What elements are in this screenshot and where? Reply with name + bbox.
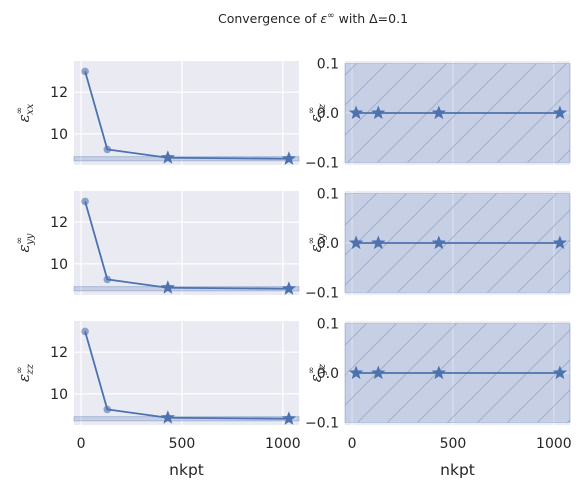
x-tick-label: 1000 <box>536 436 572 452</box>
panel-yy: 10 12 ε∞yy <box>15 191 300 295</box>
data-point <box>103 275 112 284</box>
panels: 10 12 ε∞xx −0.1 0.0 0.1 ε∞xz 10 12 ε∞yy −0.1 0.0 0.1… <box>15 56 572 479</box>
panel-zz: 10 12 ε∞zz 0 500 1000 nkpt <box>15 321 301 479</box>
axes-background <box>74 191 299 295</box>
panel-xz: −0.1 0.0 0.1 ε∞xz <box>305 56 571 172</box>
data-point-star <box>281 151 297 165</box>
y-tick-label: 0.1 <box>317 56 339 72</box>
y-tick-label: 10 <box>50 127 68 143</box>
series-line <box>84 331 289 420</box>
y-tick-label: 0.1 <box>317 316 339 332</box>
data-point-star <box>431 365 446 380</box>
x-tick-label: 500 <box>440 436 467 452</box>
y-tick-label: 0.0 <box>317 236 339 252</box>
y-tick-label: −0.1 <box>305 286 339 302</box>
data-point-star <box>431 105 446 120</box>
data-point-star <box>552 235 568 250</box>
data-point <box>81 327 89 336</box>
x-tick-label: 500 <box>169 436 196 452</box>
data-point-star <box>371 105 386 120</box>
data-point-star <box>348 235 364 250</box>
y-axis-label: ε∞xy <box>307 233 328 252</box>
series-line <box>84 71 289 160</box>
data-point-star <box>348 365 364 380</box>
y-axis-label: ε∞zz <box>15 363 36 382</box>
x-axis-label: nkpt <box>440 461 475 479</box>
series-line <box>84 201 289 290</box>
y-tick-label: 12 <box>50 345 68 361</box>
data-point-star <box>348 105 364 120</box>
y-tick-label: 0.1 <box>317 186 339 202</box>
data-point-star <box>371 235 386 250</box>
data-point-star <box>552 105 568 120</box>
panel-xy: −0.1 0.0 0.1 ε∞xy <box>305 186 571 302</box>
data-point <box>103 145 112 154</box>
data-point <box>81 197 89 206</box>
x-tick-label: 0 <box>348 436 357 452</box>
data-point-star <box>160 150 175 164</box>
y-axis-label: ε∞xx <box>15 103 36 122</box>
x-tick-label: 0 <box>77 436 86 452</box>
axes-background <box>74 321 299 425</box>
y-tick-label: −0.1 <box>305 156 339 172</box>
data-point <box>81 67 89 76</box>
y-tick-label: 12 <box>50 85 68 101</box>
y-tick-label: 0.0 <box>317 366 339 382</box>
data-point-star <box>552 365 568 380</box>
x-tick-label: 1000 <box>265 436 301 452</box>
panel-yz: −0.1 0.0 0.1 ε∞yz 0 500 1000 nkpt <box>305 316 572 479</box>
panel-xx: 10 12 ε∞xx <box>15 61 300 165</box>
data-point-star <box>160 410 175 424</box>
y-tick-label: 0.0 <box>317 106 339 122</box>
figure-suptitle: Convergence of ε∞ with Δ=0.1 <box>218 11 408 26</box>
y-tick-label: −0.1 <box>305 416 339 432</box>
y-tick-label: 10 <box>50 387 68 403</box>
y-axis-label: ε∞yz <box>307 363 328 382</box>
data-point-star <box>431 235 446 250</box>
data-point <box>103 405 112 414</box>
data-point-star <box>160 280 175 294</box>
data-point-star <box>281 281 297 295</box>
axes-background <box>74 61 299 165</box>
x-axis-label: nkpt <box>169 461 204 479</box>
y-tick-label: 10 <box>50 257 68 273</box>
data-point-star <box>371 365 386 380</box>
y-tick-label: 12 <box>50 215 68 231</box>
y-axis-label: ε∞xz <box>307 103 328 122</box>
y-axis-label: ε∞yy <box>15 233 36 252</box>
data-point-star <box>281 411 297 425</box>
